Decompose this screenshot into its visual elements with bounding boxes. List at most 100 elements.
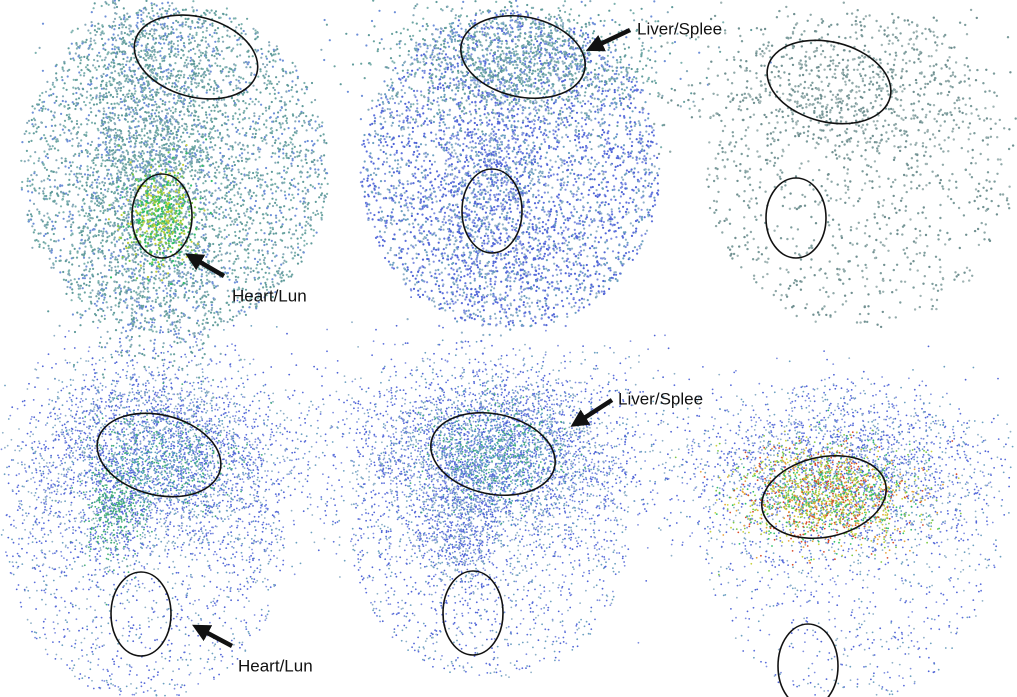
dot	[162, 103, 164, 105]
dot	[143, 265, 145, 267]
dot	[159, 8, 161, 10]
dot	[321, 183, 323, 185]
dot	[254, 277, 256, 279]
dot	[227, 164, 229, 166]
dot	[185, 24, 187, 26]
dot	[240, 193, 242, 195]
dot	[97, 60, 99, 62]
dot	[307, 150, 309, 152]
dot	[28, 120, 30, 122]
dot	[155, 301, 157, 303]
dot	[159, 177, 161, 179]
dot	[312, 186, 314, 188]
dot	[188, 39, 190, 41]
dot	[205, 271, 207, 273]
dot	[276, 204, 278, 206]
dot	[187, 105, 189, 107]
dot	[300, 256, 302, 258]
dot	[224, 271, 226, 273]
dot	[211, 304, 213, 306]
dot	[85, 66, 87, 68]
dot	[133, 96, 135, 98]
dot	[145, 182, 147, 184]
dot	[278, 92, 280, 94]
dot	[153, 24, 155, 26]
dot	[180, 39, 182, 41]
dot	[120, 68, 122, 70]
dot	[159, 65, 161, 67]
dot	[247, 256, 249, 258]
dot	[233, 194, 235, 196]
dot	[164, 199, 166, 201]
dot	[297, 238, 299, 240]
dot	[129, 67, 131, 69]
dot	[180, 100, 182, 102]
dot	[105, 75, 107, 77]
dot	[194, 270, 196, 272]
dot	[195, 126, 197, 128]
dot	[245, 314, 247, 316]
dot	[166, 78, 168, 80]
dot	[287, 247, 289, 249]
dot	[114, 245, 116, 247]
dot	[163, 247, 165, 249]
dot	[253, 192, 255, 194]
dot	[221, 197, 223, 199]
dot	[302, 190, 304, 192]
dot	[255, 98, 257, 100]
dot	[89, 185, 91, 187]
dot	[161, 78, 163, 80]
dot	[44, 225, 46, 227]
dot	[81, 234, 83, 236]
dot	[143, 327, 145, 329]
dot	[72, 313, 74, 315]
dot	[160, 326, 162, 328]
dot	[229, 198, 231, 200]
dot	[114, 289, 116, 291]
dot	[69, 140, 71, 142]
dot	[203, 404, 205, 406]
dot	[168, 82, 170, 84]
dot	[282, 60, 284, 62]
dot	[307, 223, 309, 225]
dot	[298, 120, 300, 122]
dot	[320, 135, 322, 137]
dot	[259, 91, 261, 93]
dot	[237, 255, 239, 257]
dot	[168, 265, 170, 267]
dot	[197, 116, 199, 118]
dot	[157, 67, 159, 69]
dot	[140, 18, 142, 20]
dot	[297, 246, 299, 248]
dot	[318, 183, 320, 185]
dot	[131, 315, 133, 317]
dot	[133, 146, 135, 148]
dot	[130, 75, 132, 77]
dot	[302, 165, 304, 167]
dot	[130, 140, 132, 142]
dot	[207, 83, 209, 85]
dot	[156, 75, 158, 77]
dot	[85, 131, 87, 133]
dot	[228, 75, 230, 77]
dot	[284, 191, 286, 193]
dot	[204, 314, 206, 316]
dot	[180, 70, 182, 72]
dot	[283, 205, 285, 207]
dot	[90, 197, 92, 199]
dot	[111, 48, 113, 50]
dot	[155, 103, 157, 105]
dot	[93, 104, 95, 106]
dot	[146, 132, 148, 134]
dot	[166, 10, 168, 12]
dot	[288, 231, 290, 233]
dot	[148, 111, 150, 113]
dot	[38, 246, 40, 248]
dot	[168, 138, 170, 140]
dot	[311, 161, 313, 163]
dot	[118, 0, 120, 2]
dot	[294, 127, 296, 129]
dot	[96, 171, 98, 173]
dot	[88, 213, 90, 215]
dot	[239, 54, 241, 56]
